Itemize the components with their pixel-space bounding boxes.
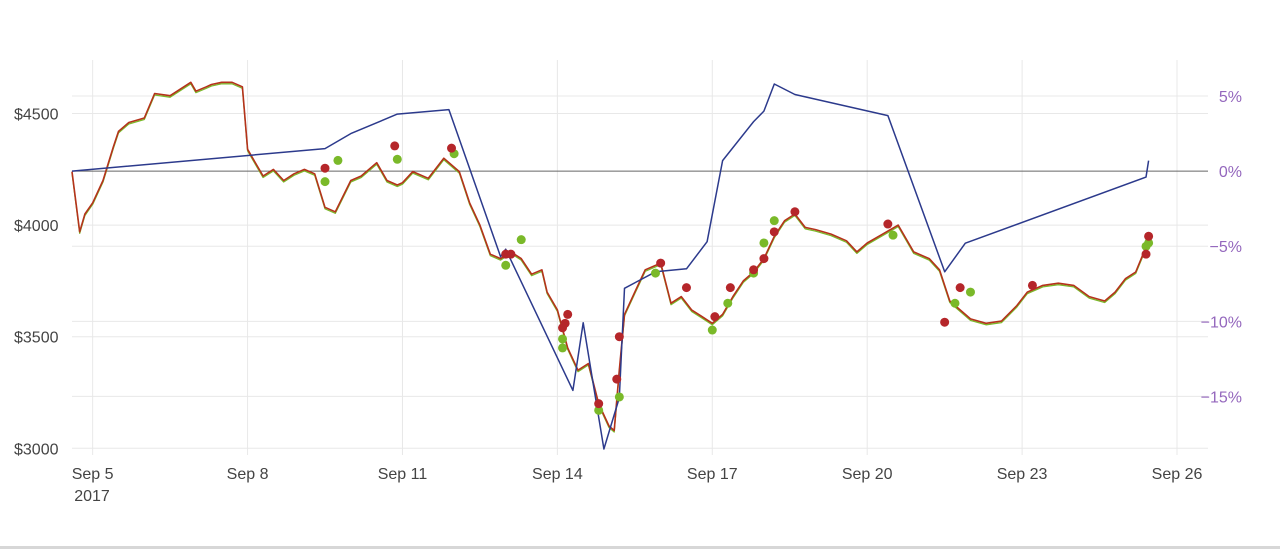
buy-marker [594,405,604,415]
sell-marker [681,283,691,293]
buy-marker [1144,238,1154,248]
sell-marker [656,258,666,268]
sell-marker [725,283,735,293]
x-tick-label: Sep 14 [532,466,583,483]
buy-marker [759,238,769,248]
y2-tick-label: 5% [1219,89,1242,106]
x-tick-label: Sep 17 [687,466,738,483]
price-line [71,81,1150,432]
x-tick-label: Sep 8 [227,466,269,483]
x-tick-label: Sep 20 [842,466,893,483]
y-tick-label: $4500 [14,107,59,124]
buy-marker [965,287,975,297]
y2-tick-label: −15% [1201,389,1242,406]
sell-marker [769,227,779,237]
buy-marker [769,216,779,226]
series [71,81,1150,450]
sell-marker [1141,249,1151,259]
sell-marker [506,249,516,259]
sell-marker [390,141,400,151]
y-tick-label: $3500 [14,330,59,347]
sell-marker [560,318,570,328]
x-tick-label: Sep 23 [997,466,1048,483]
y2-tick-label: 0% [1219,164,1242,181]
buy-marker [950,298,960,308]
y-tick-label: $4000 [14,218,59,235]
buy-marker [888,230,898,240]
sell-marker [447,143,457,153]
buy-marker [558,343,568,353]
buy-marker [558,334,568,344]
buy-marker [723,298,733,308]
y2-tick-label: −5% [1210,239,1242,256]
buy-marker [320,177,330,187]
x-tick-label: Sep 11 [378,466,428,483]
x-tick-label: Sep 5 [72,466,114,483]
bottom-border [0,546,1280,549]
buy-marker [707,325,717,335]
buy-marker [333,155,343,165]
sell-marker [710,312,720,322]
y2-tick-label: −10% [1201,314,1242,331]
sell-marker [1027,280,1037,290]
axis-labels: 2017 Sep 5 Sep 8 Sep 11 Sep 14 Sep 17 Sep 20 S… [14,89,1242,505]
buy-marker [392,154,402,164]
buy-marker [650,268,660,278]
sell-marker [749,265,759,275]
grid [72,60,1208,455]
sell-marker [614,332,624,342]
x-tick-label: Sep 26 [1152,466,1203,483]
sell-marker [594,399,604,409]
price-line-alt [71,83,1150,433]
sell-marker [320,163,330,173]
sell-marker [940,317,950,327]
sell-marker [883,219,893,229]
return-line [71,83,1150,450]
buy-marker [516,235,526,245]
sell-marker [612,374,622,384]
sell-marker [759,254,769,264]
buy-marker [614,392,624,402]
buy-marker [501,260,511,270]
sell-marker [955,283,965,293]
y-tick-label: $3000 [14,441,59,458]
sell-marker [1144,231,1154,241]
markers [320,141,1154,415]
sell-marker [563,309,573,319]
x-year-label: 2017 [74,488,110,505]
sell-marker [790,207,800,217]
